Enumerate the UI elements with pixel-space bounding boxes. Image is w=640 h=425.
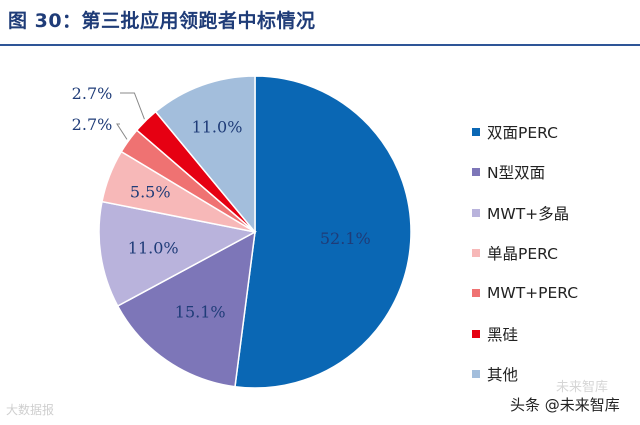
legend-item-4: 单晶PERC <box>472 233 578 273</box>
leader-line-6 <box>120 92 145 120</box>
watermark-faint: 未来智库 <box>556 380 609 395</box>
title-underline <box>0 44 640 46</box>
legend-swatch <box>472 128 480 137</box>
legend-swatch <box>472 249 480 258</box>
slice-label-7: 11.0% <box>192 117 243 136</box>
legend-swatch <box>472 369 480 378</box>
slice-label-5: 2.7% <box>72 115 113 134</box>
pie-slice-3 <box>98 200 258 308</box>
watermark-left: 大数据报 <box>6 403 55 417</box>
pie-slice-7 <box>154 75 256 235</box>
legend-item-2: N型双面 <box>472 152 578 192</box>
legend-label: 单晶PERC <box>487 245 558 264</box>
legend-item-5: MWT+PERC <box>472 273 578 313</box>
legend-label: N型双面 <box>487 164 546 183</box>
slice-label-2: 15.1% <box>175 303 226 322</box>
legend-label: MWT+PERC <box>487 284 579 303</box>
legend-label: 双面PERC <box>487 124 558 143</box>
legend-swatch <box>472 208 480 217</box>
slice-label-3: 11.0% <box>128 238 179 257</box>
legend-label: 其他 <box>487 365 519 384</box>
leader-line-5 <box>116 123 128 140</box>
legend-item-7: 其他 <box>472 354 578 394</box>
legend-swatch <box>472 168 480 177</box>
watermark-right: 头条 @未来智库 <box>510 396 620 414</box>
legend-label: MWT+多晶 <box>487 204 570 223</box>
slice-label-1: 52.1% <box>320 229 371 248</box>
chart-title: 图 30：第三批应用领跑者中标情况 <box>8 10 316 32</box>
slice-label-4: 5.5% <box>130 183 171 202</box>
pie-slice-1 <box>234 75 412 389</box>
legend-item-6: 黑硅 <box>472 313 578 353</box>
chart-legend: 双面PERC N型双面 MWT+多晶 单晶PERC MWT+PERC 黑硅其他 <box>472 112 578 394</box>
legend-item-3: MWT+多晶 <box>472 193 578 233</box>
legend-item-1: 双面PERC <box>472 112 578 152</box>
legend-swatch <box>472 289 480 298</box>
slice-label-6: 2.7% <box>72 84 113 103</box>
legend-label: 黑硅 <box>487 325 519 344</box>
legend-swatch <box>472 329 480 338</box>
pie-slice-2 <box>116 230 256 388</box>
